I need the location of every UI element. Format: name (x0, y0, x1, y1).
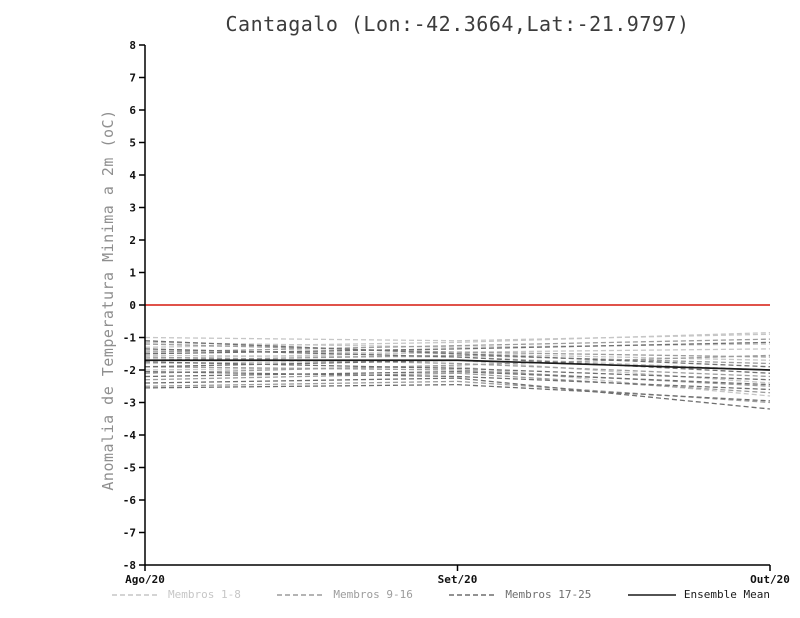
series-m19 (144, 341, 771, 355)
series-m10 (144, 338, 771, 353)
series-m23 (144, 370, 771, 386)
x-tick-label: Set/20 (438, 573, 478, 585)
dashed-line-sample-icon (112, 593, 160, 596)
y-tick-label: 4 (129, 169, 136, 182)
y-tick-label: 0 (129, 299, 136, 312)
y-tick-label: -4 (123, 429, 137, 442)
dashed-line-sample-icon (449, 593, 498, 596)
x-tick-label: Ago/20 (125, 573, 165, 585)
series-m14 (144, 354, 771, 374)
y-tick-label: 1 (129, 267, 136, 280)
series-m15 (144, 372, 771, 394)
legend-item-membros-17-25: Membros 17-25 (447, 588, 591, 601)
chart-title: Cantagalo (Lon:-42.3664,Lat:-21.9797) (225, 12, 690, 36)
x-tick-label: Out/20 (750, 573, 790, 585)
legend-label-membros-17-25: Membros 17-25 (505, 588, 592, 601)
y-tick-label: -6 (123, 494, 137, 507)
series-m17 (144, 340, 771, 368)
series-m09 (144, 343, 771, 358)
y-tick-label: 5 (129, 137, 136, 150)
solid-line-sample-icon (627, 593, 676, 596)
y-tick-label: -3 (123, 397, 136, 410)
y-tick-label: -7 (123, 527, 136, 540)
y-tick-label: 2 (129, 234, 136, 247)
series-m22 (144, 370, 771, 391)
legend-label-membros-1-8: Membros 1-8 (168, 588, 241, 601)
legend-label-membros-9-16: Membros 9-16 (333, 588, 413, 601)
y-tick-label: -5 (123, 462, 136, 475)
y-tick-label: 8 (129, 39, 136, 52)
dashed-line-sample-icon (277, 593, 326, 596)
legend-item-membros-1-8: Membros 1-8 (110, 588, 241, 601)
series-m25 (144, 383, 771, 402)
y-tick-label: 6 (129, 104, 136, 117)
legend-item-ensemble-mean: Ensemble Mean (626, 588, 770, 601)
series-m24 (144, 377, 771, 410)
series-m12 (144, 354, 771, 365)
series-mean (145, 359, 771, 371)
legend: Membros 1-8 Membros 9-16 Membros 17-25 E… (110, 588, 770, 601)
y-tick-label: -2 (123, 364, 136, 377)
y-tick-label: -8 (123, 559, 136, 572)
legend-item-membros-9-16: Membros 9-16 (275, 588, 413, 601)
y-tick-label: 7 (129, 72, 136, 85)
plot-area: -8 -7 -6 -5 -4 -3 -2 -1 0 1 2 3 4 5 6 7 8 Ago/20 Set/20 Out… (123, 39, 790, 585)
y-tick-label: -1 (123, 332, 137, 345)
y-tick-label: 3 (129, 202, 136, 215)
legend-label-ensemble-mean: Ensemble Mean (683, 588, 770, 601)
